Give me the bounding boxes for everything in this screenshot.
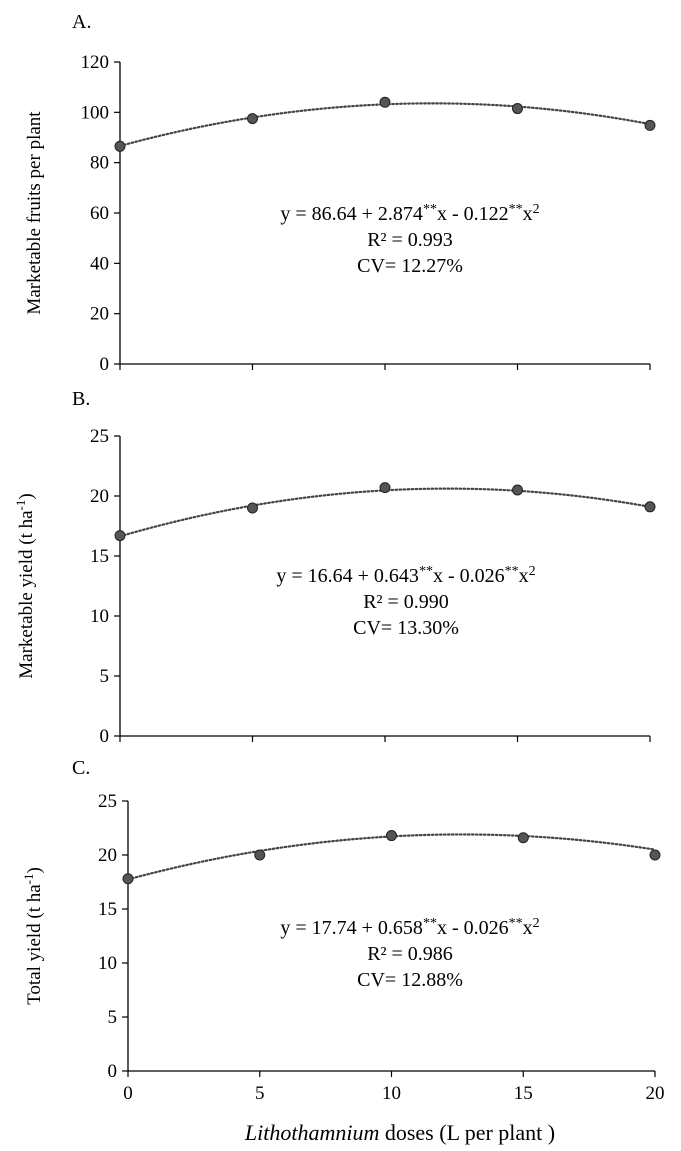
y-tick-label: 0 (100, 354, 110, 375)
y-tick-label: 60 (90, 203, 109, 224)
equation-superscript: ** (423, 202, 437, 217)
y-axis-label-main: Marketable fruits per plant (24, 111, 45, 315)
equation-text: y = 17.74 + 0.658**x - 0.026**x2 (280, 916, 539, 940)
y-tick-label: 10 (98, 953, 117, 974)
y-tick-label: 20 (90, 304, 109, 325)
x-tick-label: 20 (646, 1083, 665, 1104)
equation-part: x (519, 565, 529, 587)
data-point (114, 140, 126, 152)
x-axis-label-italic: Lithothamnium (244, 1120, 379, 1145)
equation-part: x - 0.122 (437, 203, 509, 225)
x-tick-label: 5 (255, 1083, 265, 1104)
y-tick-label: 5 (100, 666, 110, 687)
y-tick-label: 100 (81, 102, 110, 123)
equation-superscript: 2 (533, 202, 540, 217)
panel-label: C. (72, 757, 90, 779)
data-point (512, 484, 523, 496)
cv-text: CV= 12.88% (357, 969, 463, 991)
y-tick-label: 15 (90, 546, 109, 567)
y-axis-label: Marketable yield (t ha-1) (13, 493, 38, 678)
y-axis-label-end: ) (24, 867, 45, 873)
fit-curve (126, 833, 657, 881)
data-point (512, 103, 523, 115)
data-point (247, 113, 258, 125)
data-point (122, 873, 134, 885)
equation-part: x (523, 917, 533, 939)
data-point (247, 502, 258, 514)
panel-2: B. 0 5 10 15 20 25 Marketable yield (t ha-1) y =… (13, 388, 656, 747)
y-tick-label: 80 (90, 153, 109, 174)
y-tick-label: 120 (81, 52, 110, 73)
equation-part: x - 0.026 (433, 565, 505, 587)
equation-superscript: 2 (533, 916, 540, 931)
y-axis-label: Marketable fruits per plant (24, 111, 45, 315)
equation-text: y = 86.64 + 2.874**x - 0.122**x2 (280, 202, 539, 226)
data-point (386, 830, 397, 842)
data-point (379, 482, 391, 494)
y-axis-label-main: Total yield (t ha (24, 884, 45, 1005)
y-axis-label: Total yield (t ha-1) (21, 867, 46, 1005)
data-point (254, 849, 266, 861)
r-squared-text: R² = 0.990 (363, 591, 449, 613)
equation-part: x - 0.026 (437, 917, 509, 939)
panel-label: B. (72, 388, 90, 410)
equation-superscript: ** (423, 916, 437, 931)
y-tick-label: 10 (90, 606, 109, 627)
y-axis-label-sup: -1 (13, 500, 28, 511)
equation-superscript: ** (419, 564, 433, 579)
y-tick-label: 20 (98, 845, 117, 866)
fit-curve (118, 487, 652, 538)
data-point (649, 849, 661, 861)
y-tick-label: 15 (98, 899, 117, 920)
y-axis-label-main: Marketable yield (t ha (16, 510, 37, 679)
x-axis-label-rest: doses (L per plant ) (379, 1120, 555, 1145)
x-tick-label: 15 (514, 1083, 533, 1104)
y-axis-label-sup: -1 (21, 873, 36, 884)
equation-text: y = 16.64 + 0.643**x - 0.026**x2 (276, 564, 535, 588)
panel-label: A. (72, 11, 91, 33)
y-axis-label-end: ) (16, 493, 37, 499)
y-tick-label: 25 (98, 791, 117, 812)
equation-part: y = 17.74 + 0.658 (280, 917, 423, 939)
equation-superscript: 2 (529, 564, 536, 579)
y-tick-label: 0 (100, 726, 110, 747)
y-tick-label: 0 (108, 1061, 118, 1082)
equation-superscript: ** (505, 564, 519, 579)
cv-text: CV= 12.27% (357, 255, 463, 277)
r-squared-text: R² = 0.986 (367, 943, 453, 965)
data-point (114, 530, 126, 542)
panel-3: C. 0 5 10 15 20 25 0 5 10 15 20 Total yield (t ha-1)… (21, 757, 665, 1104)
x-tick-label: 0 (123, 1083, 133, 1104)
equation-part: x (523, 203, 533, 225)
data-point (644, 501, 656, 513)
x-tick-label: 10 (382, 1083, 401, 1104)
panel-1: A. 0 20 40 60 80 100 120 Marketable fruits per p… (24, 11, 656, 375)
y-tick-label: 20 (90, 486, 109, 507)
fit-curve (118, 102, 652, 148)
data-point (517, 832, 529, 844)
y-tick-label: 40 (90, 253, 109, 274)
equation-part: y = 16.64 + 0.643 (276, 565, 419, 587)
equation-part: y = 86.64 + 2.874 (280, 203, 423, 225)
cv-text: CV= 13.30% (353, 617, 459, 639)
data-point (379, 96, 391, 108)
equation-superscript: ** (509, 202, 523, 217)
r-squared-text: R² = 0.993 (367, 229, 453, 251)
y-tick-label: 25 (90, 426, 109, 447)
y-tick-label: 5 (108, 1007, 118, 1028)
data-point (644, 119, 656, 131)
x-axis-label: Lithothamnium doses (L per plant ) (244, 1120, 555, 1145)
equation-superscript: ** (509, 916, 523, 931)
